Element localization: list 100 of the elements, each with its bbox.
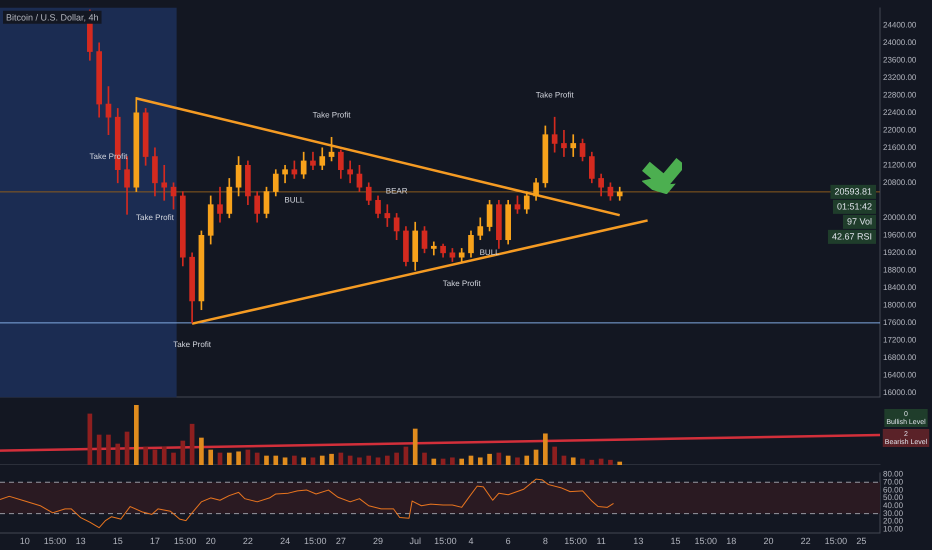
x-tick-label: 15 [112, 536, 123, 546]
bar [310, 457, 316, 465]
y-tick-label: 30.00 [883, 508, 904, 518]
x-tick-label: 17 [150, 536, 160, 546]
bar [617, 462, 622, 465]
x-tick-label: 11 [596, 536, 606, 546]
bar [468, 456, 474, 465]
y-tick-label: 23200.00 [883, 73, 917, 82]
bar [124, 432, 130, 465]
bar [394, 452, 399, 465]
text: Bitcoin / U.S. Dollar, 4h [6, 12, 99, 22]
bar [254, 452, 260, 465]
bar [264, 456, 269, 465]
bar [106, 434, 111, 465]
bar [524, 456, 530, 465]
bar [450, 457, 455, 465]
bar [180, 440, 186, 465]
y-tick-label: 23600.00 [883, 56, 917, 65]
bar [534, 450, 538, 465]
bar [162, 446, 167, 465]
y-tick-label: 20.00 [883, 516, 904, 526]
bar [357, 457, 362, 465]
x-tick-label: 4 [468, 536, 474, 546]
x-tick-label: 15 [670, 536, 680, 546]
bar [459, 458, 464, 465]
bar [580, 458, 585, 465]
bar [292, 456, 297, 465]
bar [422, 452, 427, 465]
annotation: Take Profit [442, 278, 482, 288]
y-tick-label: 18800.00 [883, 266, 917, 275]
y-tick-label: 16000.00 [883, 388, 917, 398]
bar [199, 438, 204, 465]
x-tick-label: 27 [336, 536, 346, 546]
bar [115, 444, 120, 465]
y-tick-label: 19200.00 [883, 248, 917, 258]
x-tick-label: 15:00 [174, 536, 196, 546]
bar [88, 414, 92, 465]
bar [376, 457, 380, 465]
bar [226, 452, 232, 465]
bar [515, 457, 520, 465]
bar [329, 454, 334, 465]
bar [404, 446, 408, 465]
y-tick-label: 16400.00 [883, 370, 917, 380]
y-tick-label: 24000.00 [883, 38, 917, 48]
bar [598, 458, 604, 465]
bar [236, 451, 241, 465]
y-tick-label: 17200.00 [883, 336, 917, 345]
y-tick-label: 22800.00 [883, 90, 917, 100]
bar [506, 456, 510, 465]
x-tick-label: 18 [726, 536, 736, 546]
x-tick-label: 22 [800, 536, 811, 546]
annotation: 20593.81 [834, 186, 872, 196]
bar [338, 452, 344, 465]
bar [348, 456, 352, 465]
y-tick-label: 22000.00 [883, 126, 917, 135]
bar [152, 450, 158, 465]
x-tick-label: 15:00 [434, 536, 457, 546]
bar [301, 457, 306, 465]
bar [246, 450, 250, 465]
bar [320, 456, 325, 465]
y-tick-label: 40.00 [883, 500, 904, 510]
x-tick-label: 20 [206, 536, 216, 546]
bar [487, 454, 492, 465]
bar [134, 405, 139, 465]
annotation: BULL [284, 196, 305, 205]
bar [412, 428, 418, 465]
y-tick-label: 16800.00 [883, 353, 917, 362]
y-tick-label: 21200.00 [883, 160, 917, 170]
y-tick-label: 18400.00 [883, 283, 917, 292]
bar [570, 457, 576, 465]
bar [608, 460, 613, 465]
annotation: Take Profit [136, 213, 175, 222]
y-tick-label: 20800.00 [883, 178, 917, 188]
x-tick-label: 20 [763, 536, 774, 546]
y-tick-label: 80.00 [883, 470, 904, 479]
bar [273, 456, 278, 465]
y-tick-label: 60.00 [883, 485, 904, 494]
y-tick-label: 10.00 [883, 524, 904, 534]
bar [431, 458, 436, 465]
y-tick-label: 20000.00 [883, 213, 917, 222]
bar [190, 424, 194, 465]
x-tick-label: 15:00 [44, 536, 66, 546]
bar [552, 446, 557, 465]
x-tick-label: 6 [506, 536, 511, 546]
y-tick-label: 22400.00 [883, 108, 917, 118]
bar [366, 456, 372, 465]
bar [543, 433, 548, 465]
bar [562, 456, 566, 465]
annotation: Take Profit [312, 110, 352, 120]
x-tick-label: 29 [373, 536, 384, 546]
bar [218, 452, 222, 465]
y-tick-label: 17600.00 [883, 318, 917, 328]
x-tick-label: Jul [409, 536, 421, 546]
annotation: 97 Vol [846, 216, 872, 226]
y-tick-label: 50.00 [883, 493, 904, 502]
bar [171, 452, 176, 465]
x-tick-label: 25 [856, 536, 866, 546]
bar [96, 434, 102, 465]
x-tick-label: 24 [280, 536, 290, 546]
bar [208, 450, 214, 465]
